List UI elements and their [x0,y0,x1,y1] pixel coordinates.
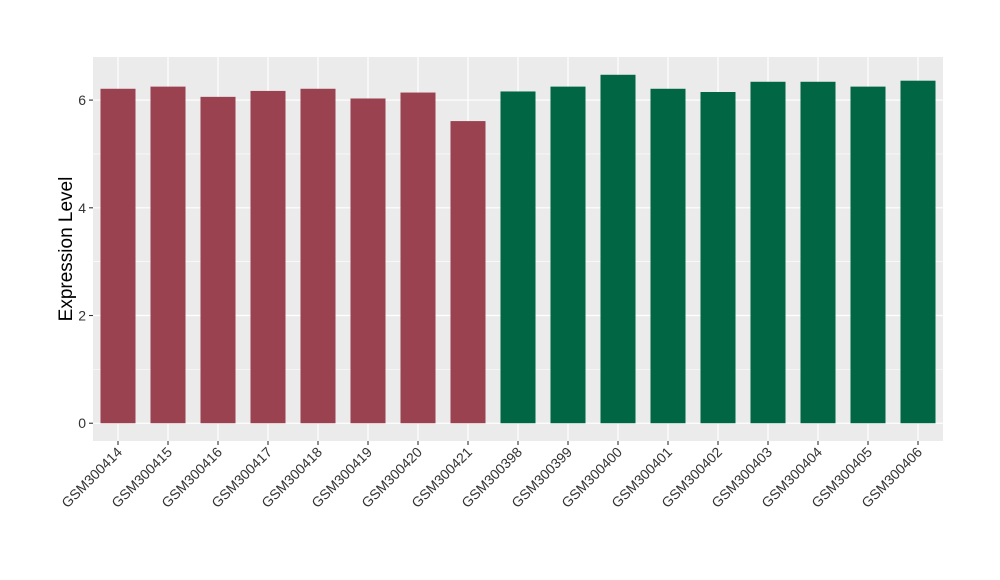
bar-GSM300418 [300,88,336,424]
bar-GSM300421 [450,121,486,424]
bar-GSM300415 [150,86,186,424]
y-tick-label: 0 [78,415,86,431]
y-axis-title: Expression Level [56,177,77,322]
bar-GSM300399 [550,86,586,424]
y-tick-label: 4 [78,200,86,216]
bar-GSM300398 [500,91,536,424]
bar-GSM300420 [400,92,436,424]
bar-GSM300417 [250,90,286,424]
bar-GSM300401 [650,88,686,424]
bar-GSM300404 [800,81,836,424]
bar-GSM300419 [350,98,386,424]
bar-GSM300414 [100,88,136,424]
bar-GSM300405 [850,86,886,424]
y-axis: 0 2 4 6 [78,92,93,431]
y-tick-label: 2 [78,308,86,324]
bar-GSM300400 [600,74,636,424]
y-tick-label: 6 [78,92,86,108]
bars [100,74,936,424]
x-axis: GSM300414GSM300415GSM300416GSM300417GSM3… [58,441,925,511]
bar-GSM300403 [750,81,786,424]
bar-GSM300416 [200,96,236,424]
bar-GSM300402 [700,92,736,424]
bar-GSM300406 [900,80,936,424]
